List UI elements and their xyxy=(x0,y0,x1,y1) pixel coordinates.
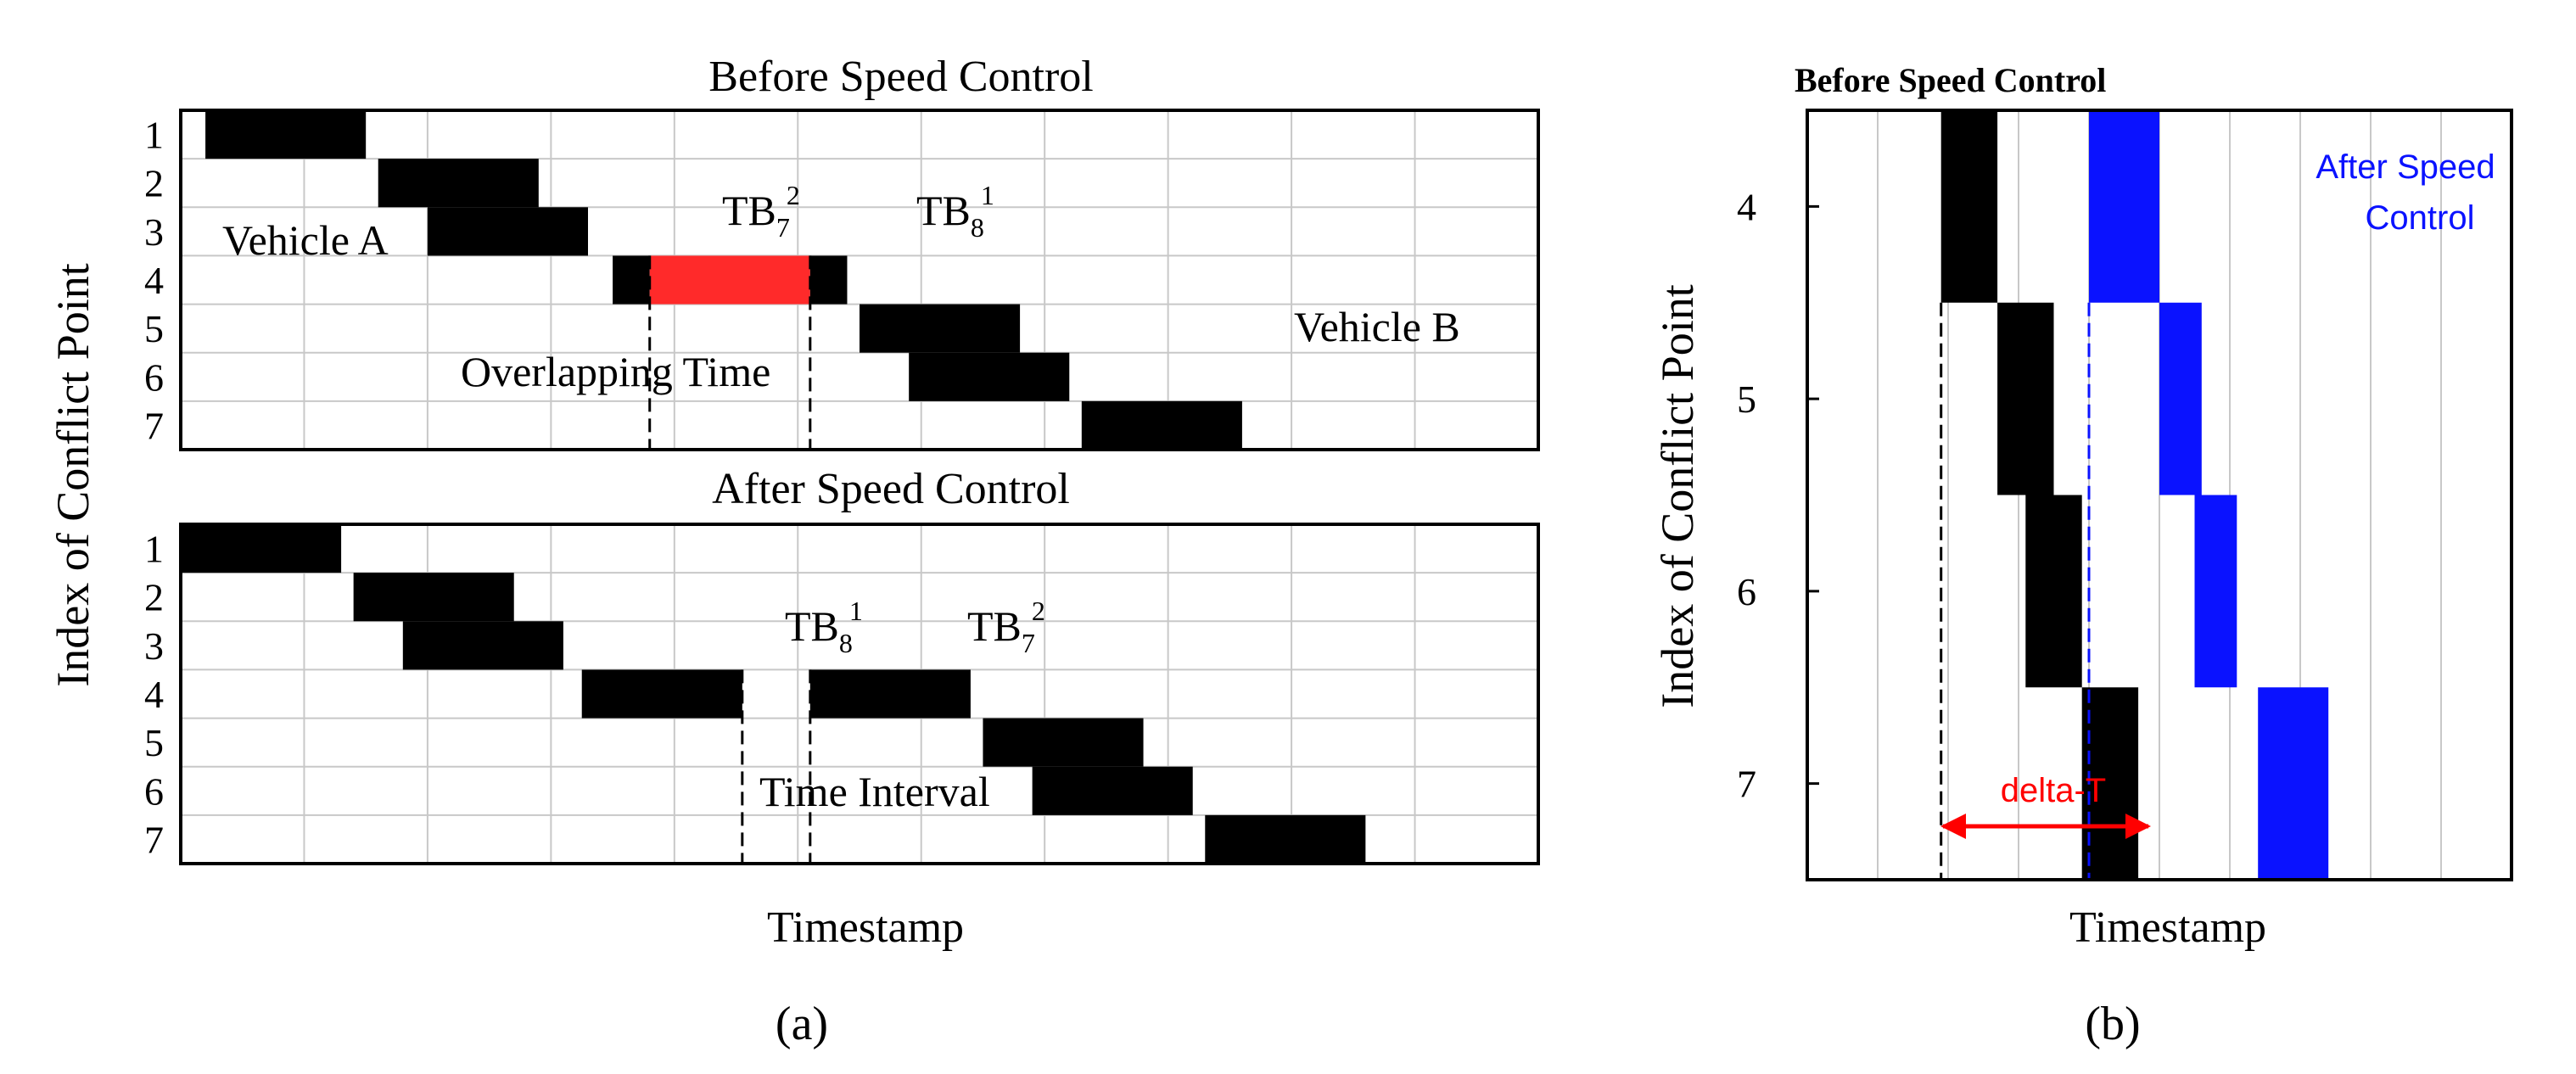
panel-a-bottom-chart: After Speed Control 1 2 3 4 5 6 7 Time Interva… xyxy=(144,465,1540,952)
panel-a-top-frame xyxy=(179,109,1540,451)
panel-a-top-vlines xyxy=(648,255,812,450)
a-bottom-bar-row-4 xyxy=(581,669,742,719)
b-ytick-label: 7 xyxy=(1737,763,1756,806)
after-speed-label-line1: After Speed xyxy=(2316,148,2495,186)
a-bottom-ytick-label: 6 xyxy=(144,769,164,813)
a-top-bar-row-5 xyxy=(860,304,1021,353)
panel-a-top-title: Before Speed Control xyxy=(708,53,1093,101)
b-ytick-label: 6 xyxy=(1737,570,1756,613)
a-top-bar-row-6 xyxy=(909,352,1070,401)
panel-a-bottom-title: After Speed Control xyxy=(712,465,1070,513)
panel-b-title: Before Speed Control xyxy=(1795,61,2106,99)
panel-b-ylabel: Index of Conflict Point xyxy=(1652,284,1703,708)
panel-b-vlines xyxy=(1940,302,2091,880)
b-bar-black-row-6 xyxy=(2025,495,2082,688)
panel-a-bottom-bars xyxy=(181,524,1366,864)
a-top-ytick-label: 1 xyxy=(144,114,164,157)
delta-t-label: delta-T xyxy=(2001,772,2107,809)
panel-a-top-ticks: 1 2 3 4 5 6 7 xyxy=(144,114,164,448)
a-bottom-bar-row-5 xyxy=(983,718,1144,767)
tb81-label-bottom: TB81 xyxy=(785,596,863,658)
a-top-bar-row-7 xyxy=(1081,400,1242,450)
a-bottom-ytick-label: 7 xyxy=(144,818,164,861)
a-top-ytick-label: 5 xyxy=(144,307,164,350)
a-bottom-ytick-label: 5 xyxy=(144,721,164,764)
a-top-bar-row-4 xyxy=(613,255,650,305)
a-top-bar-row-4 xyxy=(809,255,848,305)
after-speed-label-line2: Control xyxy=(2366,199,2475,237)
a-bottom-bar-row-1 xyxy=(181,524,342,573)
b-ytick-label: 4 xyxy=(1737,185,1756,228)
b-bar-blue-row-5 xyxy=(2159,302,2202,495)
b-bar-blue-row-7 xyxy=(2258,687,2329,880)
tb72-label-bottom: TB72 xyxy=(967,596,1045,658)
tb72-label-top: TB72 xyxy=(722,180,800,243)
panel-a-ylabel: Index of Conflict Point xyxy=(48,263,98,686)
panel-a-xlabel: Timestamp xyxy=(767,903,964,952)
a-bottom-ytick-label: 3 xyxy=(144,624,164,668)
a-top-bar-row-3 xyxy=(427,207,588,256)
panel-a-bottom-vlines xyxy=(741,669,812,864)
panel-a-bottom-frame xyxy=(179,523,1540,865)
a-bottom-ytick-label: 2 xyxy=(144,576,164,619)
a-top-ytick-label: 3 xyxy=(144,210,164,254)
panel-b-xlabel: Timestamp xyxy=(2069,903,2266,952)
panel-b-ticks: 4 5 6 7 xyxy=(1737,185,1819,806)
b-ytick-label: 5 xyxy=(1737,378,1756,421)
figure-label-a: (a) xyxy=(776,998,828,1050)
a-top-bar-row-4 xyxy=(649,255,810,305)
panel-b-chart: Before Speed Control 4 5 6 7 After Speed Co… xyxy=(1652,61,2513,952)
b-bar-blue-row-4 xyxy=(2089,110,2159,303)
vehicle-a-label: Vehicle A xyxy=(222,216,389,264)
a-bottom-bar-row-4 xyxy=(809,669,971,719)
a-top-bar-row-2 xyxy=(378,159,539,208)
b-bar-blue-row-6 xyxy=(2194,495,2237,688)
overlap-label: Overlapping Time xyxy=(461,348,770,395)
a-bottom-ytick-label: 4 xyxy=(144,673,164,716)
panel-b-bars xyxy=(1940,110,2329,880)
a-top-ytick-label: 7 xyxy=(144,404,164,447)
a-top-ytick-label: 4 xyxy=(144,259,164,302)
a-top-bar-row-1 xyxy=(205,110,367,159)
tb81-label-top: TB81 xyxy=(916,180,994,243)
figure-label-b: (b) xyxy=(2085,998,2140,1050)
b-bar-black-row-5 xyxy=(1997,302,2054,495)
a-top-ytick-label: 6 xyxy=(144,355,164,399)
panel-b-frame xyxy=(1806,109,2513,881)
panel-a-bottom-ticks: 1 2 3 4 5 6 7 xyxy=(144,528,164,862)
a-bottom-bar-row-7 xyxy=(1205,814,1366,864)
a-bottom-ytick-label: 1 xyxy=(144,528,164,571)
panel-a-top-bars xyxy=(205,110,1242,450)
vehicle-b-label: Vehicle B xyxy=(1294,303,1460,350)
a-bottom-bar-row-6 xyxy=(1032,766,1193,815)
a-bottom-bar-row-3 xyxy=(402,621,563,670)
a-bottom-bar-row-2 xyxy=(353,573,514,622)
panel-a-top-chart: Before Speed Control 1 2 3 4 5 6 7 Vehicle A V… xyxy=(144,53,1540,451)
b-bar-black-row-4 xyxy=(1940,110,1998,303)
b-bar-black-row-7 xyxy=(2081,687,2139,880)
a-top-ytick-label: 2 xyxy=(144,162,164,205)
time-interval-label: Time Interval xyxy=(759,768,990,815)
